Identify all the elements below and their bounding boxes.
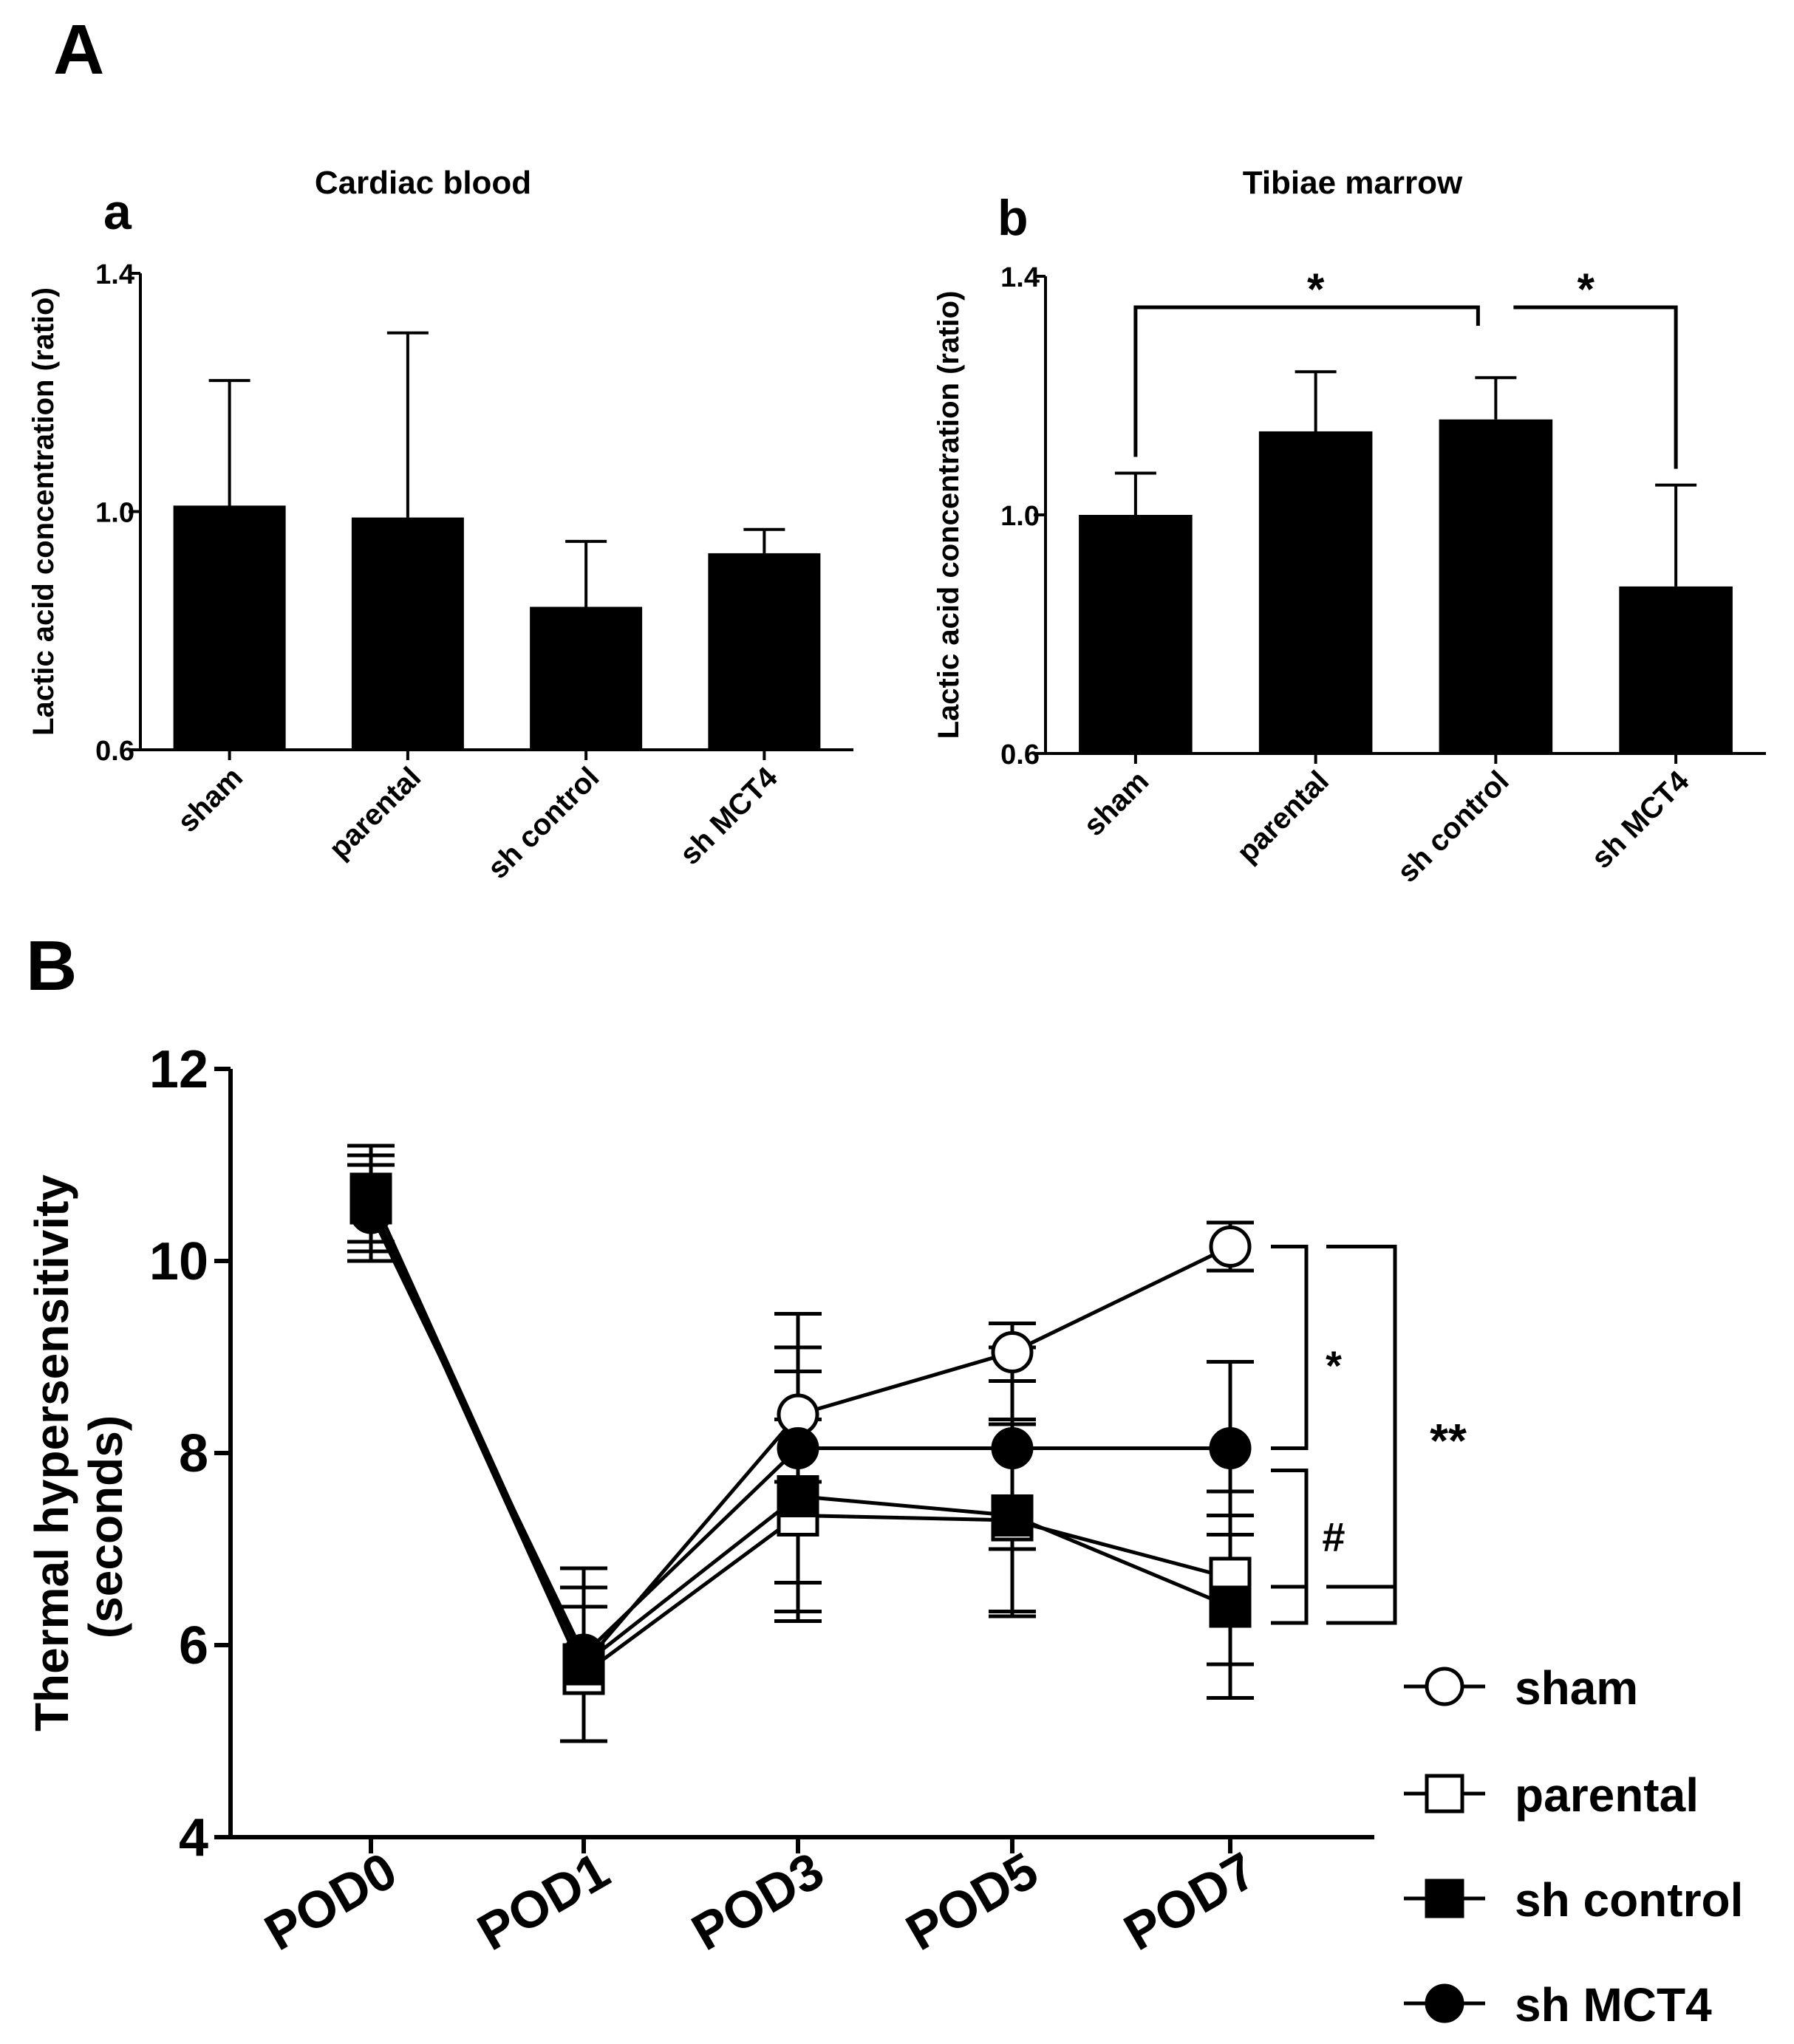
legend-marker-sh-control <box>1425 1879 1464 1918</box>
panel-b-significance-label-1: * <box>1307 264 1325 314</box>
panel-a-letter: A <box>53 10 104 89</box>
panel-B-y-tick-label-12: 12 <box>149 1040 208 1099</box>
panel-B-point-sh-mct4-pod7 <box>1209 1427 1252 1469</box>
panel-b-significance-bracket-1 <box>1133 305 1480 457</box>
panel-b-y-tick-label-1-0: 1.0 <box>1000 501 1040 532</box>
legend-label-sh-control: sh control <box>1515 1873 1743 1927</box>
panel-B-y-tick-label-8: 8 <box>179 1424 208 1483</box>
panel-B-x-label-pod1: POD1 <box>468 1841 618 1961</box>
panel-a-y-tick-label-1-0: 1.0 <box>95 498 134 529</box>
panel-a-bar-sh-control <box>530 606 643 750</box>
panel-b-x-label-parental: parental <box>1231 765 1335 869</box>
panel-B-point-sh-control-pod7 <box>1209 1585 1252 1628</box>
panel-B-point-sh-control-pod3 <box>777 1475 819 1517</box>
panel-b-bar-sh-control <box>1439 419 1553 753</box>
panel-B-significance-label-1: * <box>1326 1342 1342 1389</box>
panel-a-y-tick-label-0-6: 0.6 <box>95 736 134 767</box>
panel-a-x-label-parental: parental <box>323 761 427 865</box>
panel-a-x-label-sh-control: sh control <box>482 761 606 885</box>
panel-b-y-tick-label-0-6: 0.6 <box>1000 739 1040 770</box>
panel-b-sub-letter: b <box>997 190 1029 246</box>
panel-a-y-axis-label: Lactic acid concentration (ratio) <box>27 287 60 736</box>
legend-label-sh-mct4: sh MCT4 <box>1515 1978 1712 2031</box>
panel-B-x-label-pod3: POD3 <box>682 1841 833 1961</box>
panel-b-significance-bracket-2 <box>1513 305 1678 469</box>
panel-B-significance-bracket-1 <box>1271 1245 1309 1450</box>
tibiae-marrow-chart: b Tibiae marrow Lactic acid concentration … <box>932 165 1766 889</box>
panel-a-bar-sham <box>173 505 286 750</box>
panel-b-x-label-sham: sham <box>1077 765 1155 842</box>
panel-a-x-label-sham: sham <box>171 761 249 838</box>
panel-B-y-tick-label-4: 4 <box>179 1808 208 1867</box>
panel-b-significance-label-2: * <box>1578 264 1595 314</box>
panel-B-x-label-pod5: POD5 <box>896 1841 1047 1961</box>
panel-B-point-sh-control-pod5 <box>991 1494 1034 1537</box>
panel-B-point-sh-mct4-pod0 <box>349 1192 392 1234</box>
panel-a-x-label-sh-mct4: sh MCT4 <box>674 761 785 872</box>
panel-a-bar-parental <box>351 517 464 750</box>
panel-B-point-sham-pod5 <box>991 1331 1034 1373</box>
legend-marker-sh-mct4 <box>1425 1983 1464 2023</box>
panel-b-title: Tibiae marrow <box>1243 165 1463 201</box>
legend-label-sham: sham <box>1515 1661 1638 1715</box>
legend-marker-sham <box>1425 1667 1464 1706</box>
panel-b-bar-sham <box>1079 515 1193 753</box>
panel-b-bar-parental <box>1258 431 1373 753</box>
panel-B-point-sham-pod7 <box>1209 1226 1252 1268</box>
panel-b-x-label-sh-control: sh control <box>1391 765 1515 889</box>
panel-B-significance-label-3: ** <box>1430 1414 1467 1467</box>
panel-a-bar-sh-mct4 <box>708 553 821 750</box>
panel-B-x-label-pod0: POD0 <box>255 1841 406 1961</box>
panel-b-y-tick-label-1-4: 1.4 <box>1000 262 1040 293</box>
panel-B-significance-bracket-3 <box>1326 1245 1397 1625</box>
cardiac-blood-chart: a Cardiac blood Lactic acid concentration … <box>27 165 853 885</box>
legend-label-parental: parental <box>1515 1768 1699 1822</box>
panel-B-point-sh-mct4-pod1 <box>562 1633 605 1676</box>
panel-B-y-axis-label-units: (seconds) <box>79 1415 132 1638</box>
panel-B-point-sh-mct4-pod5 <box>991 1427 1034 1469</box>
panel-B-y-tick-label-10: 10 <box>149 1232 208 1291</box>
thermal-hypersensitivity-chart: Thermal hypersensitivity (seconds) 4 6 8 10 12… <box>25 1040 1743 2031</box>
panel-a-sub-letter: a <box>103 184 132 240</box>
panel-b-y-axis-label: Lactic acid concentration (ratio) <box>932 291 965 739</box>
panel-a-y-tick-label-1-4: 1.4 <box>95 259 134 290</box>
legend-marker-parental <box>1425 1774 1464 1814</box>
panel-a-title: Cardiac blood <box>315 165 531 201</box>
panel-B-y-tick-label-6: 6 <box>179 1616 208 1675</box>
panel-b-letter: B <box>26 926 77 1005</box>
panel-B-significance-label-2: # <box>1322 1514 1345 1560</box>
panel-B-significance-bracket-2 <box>1271 1469 1309 1625</box>
panel-B-y-axis-label: Thermal hypersensitivity <box>25 1175 78 1732</box>
panel-b-bar-sh-mct4 <box>1619 586 1733 753</box>
panel-B-point-sh-mct4-pod3 <box>777 1427 819 1469</box>
panel-B-x-label-pod7: POD7 <box>1114 1841 1265 1961</box>
panel-b-x-label-sh-mct4: sh MCT4 <box>1586 765 1696 875</box>
